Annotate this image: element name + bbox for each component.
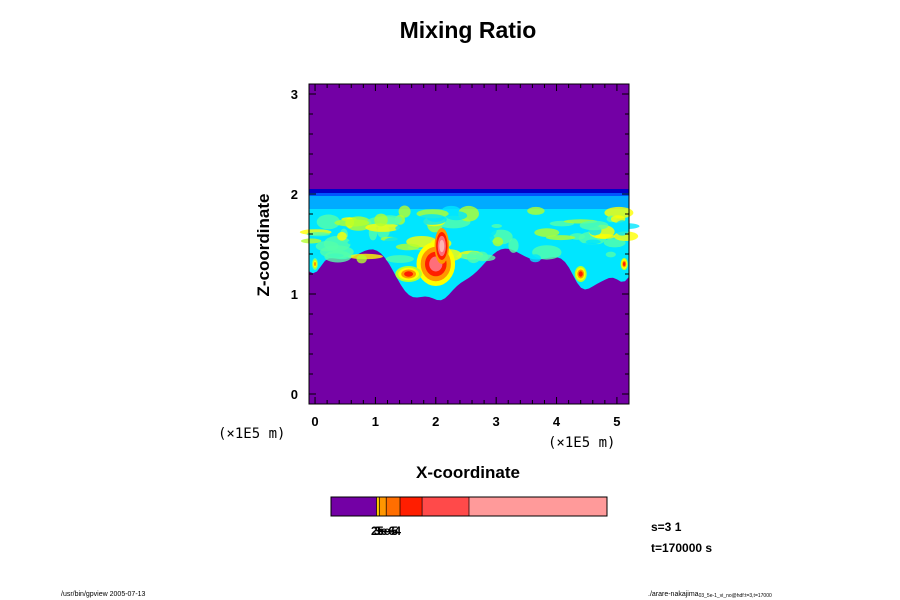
axis-ticks: 0 1 2 3 4 5 0 1 2 3 bbox=[291, 84, 630, 429]
cloud-blob bbox=[316, 214, 341, 230]
heatmap-field bbox=[299, 189, 640, 301]
colorbar-tick-label: 5e-4 bbox=[377, 524, 401, 538]
colorbar bbox=[331, 497, 607, 516]
cloud-blob bbox=[614, 220, 630, 236]
colorbar-tick-labels: 2e-63e-55e-4 bbox=[371, 524, 401, 538]
cloud-blob bbox=[475, 251, 489, 262]
x-axis-label: X-coordinate bbox=[416, 463, 520, 482]
x-tick-label: 4 bbox=[553, 414, 561, 429]
colorbar-segment bbox=[386, 497, 400, 516]
x-tick-label: 0 bbox=[311, 414, 318, 429]
plot-area: 0 1 2 3 4 5 0 1 2 3 bbox=[291, 83, 640, 429]
y-tick-label: 1 bbox=[291, 287, 298, 302]
x-unit-left: (×1E5 m) bbox=[218, 426, 285, 442]
cloud-blob bbox=[491, 224, 503, 228]
hot-spot-contour bbox=[404, 271, 414, 277]
colorbar-tick-label: 2e-6 bbox=[371, 524, 395, 538]
cloud-blob bbox=[337, 231, 347, 241]
cloud-blob bbox=[545, 235, 576, 241]
colorbar-tick-label: 3e-5 bbox=[374, 524, 398, 538]
cloud-blob bbox=[573, 242, 605, 259]
cloud-blob bbox=[306, 232, 330, 237]
y-tick-label: 3 bbox=[291, 87, 298, 102]
x-tick-label: 1 bbox=[372, 414, 379, 429]
hot-spot-contour bbox=[439, 239, 445, 253]
y-tick-label: 0 bbox=[291, 387, 298, 402]
footer-right: ./arare-nakajima03_5e-1_vi_no@hdf:t=3,t=… bbox=[648, 591, 772, 599]
cloud-blob bbox=[534, 228, 560, 237]
x-tick-label: 2 bbox=[432, 414, 439, 429]
hot-spot-contour bbox=[314, 262, 316, 266]
cloud-blob bbox=[594, 234, 616, 239]
cloud-blob bbox=[374, 213, 388, 227]
x-tick-label: 3 bbox=[493, 414, 500, 429]
cloud-blob bbox=[395, 224, 421, 233]
footer-left: /usr/bin/gpview 2005-07-13 bbox=[61, 591, 146, 598]
cloud-blob bbox=[398, 205, 411, 218]
cloud-blob bbox=[603, 238, 626, 248]
cloud-blob bbox=[445, 211, 468, 221]
cloud-blob bbox=[347, 239, 365, 246]
cloud-top-edge bbox=[309, 193, 629, 196]
y-axis-label: Z-coordinate bbox=[254, 194, 273, 297]
y-tick-label: 2 bbox=[291, 187, 298, 202]
colorbar-segment bbox=[376, 497, 380, 516]
cloud-blob bbox=[356, 254, 367, 264]
cloud-blob bbox=[452, 233, 478, 239]
colorbar-segment bbox=[469, 497, 607, 516]
info-s: s=3 1 bbox=[651, 520, 682, 534]
cloud-blob bbox=[604, 206, 634, 219]
cloud-blob bbox=[365, 223, 400, 232]
x-tick-label: 5 bbox=[613, 414, 620, 429]
cloud-blob bbox=[492, 237, 504, 247]
hot-spot-contour bbox=[578, 271, 583, 277]
cloud-blob bbox=[477, 223, 497, 238]
cloud-blob bbox=[334, 219, 370, 227]
chart-title: Mixing Ratio bbox=[400, 17, 537, 43]
cloud-blob bbox=[579, 220, 609, 231]
colorbar-segment bbox=[379, 497, 387, 516]
cloud-top-line bbox=[309, 189, 629, 193]
cloud-blob bbox=[385, 255, 414, 263]
cloud-blob bbox=[301, 238, 322, 244]
cloud-blob bbox=[529, 254, 541, 263]
info-t: t=170000 s bbox=[651, 541, 712, 555]
cloud-blob bbox=[315, 241, 339, 252]
colorbar-segment bbox=[400, 497, 423, 516]
colorbar-frame bbox=[330, 496, 608, 517]
cloud-blob bbox=[508, 238, 519, 253]
cloud-blob bbox=[605, 251, 616, 258]
footer-right-main: ./arare-nakajima bbox=[648, 591, 699, 598]
colorbar-segment bbox=[422, 497, 469, 516]
cloud-blob bbox=[395, 243, 420, 251]
plot-frame bbox=[308, 83, 630, 405]
x-unit-right: (×1E5 m) bbox=[548, 435, 615, 451]
cloud-blob bbox=[527, 206, 545, 215]
cloud-blob bbox=[416, 214, 447, 225]
hot-spot-contour bbox=[623, 262, 626, 266]
colorbar-segment bbox=[331, 497, 377, 516]
footer-right-small: 03_5e-1_vi_no@hdf:t=3,t=17000 bbox=[699, 593, 772, 599]
